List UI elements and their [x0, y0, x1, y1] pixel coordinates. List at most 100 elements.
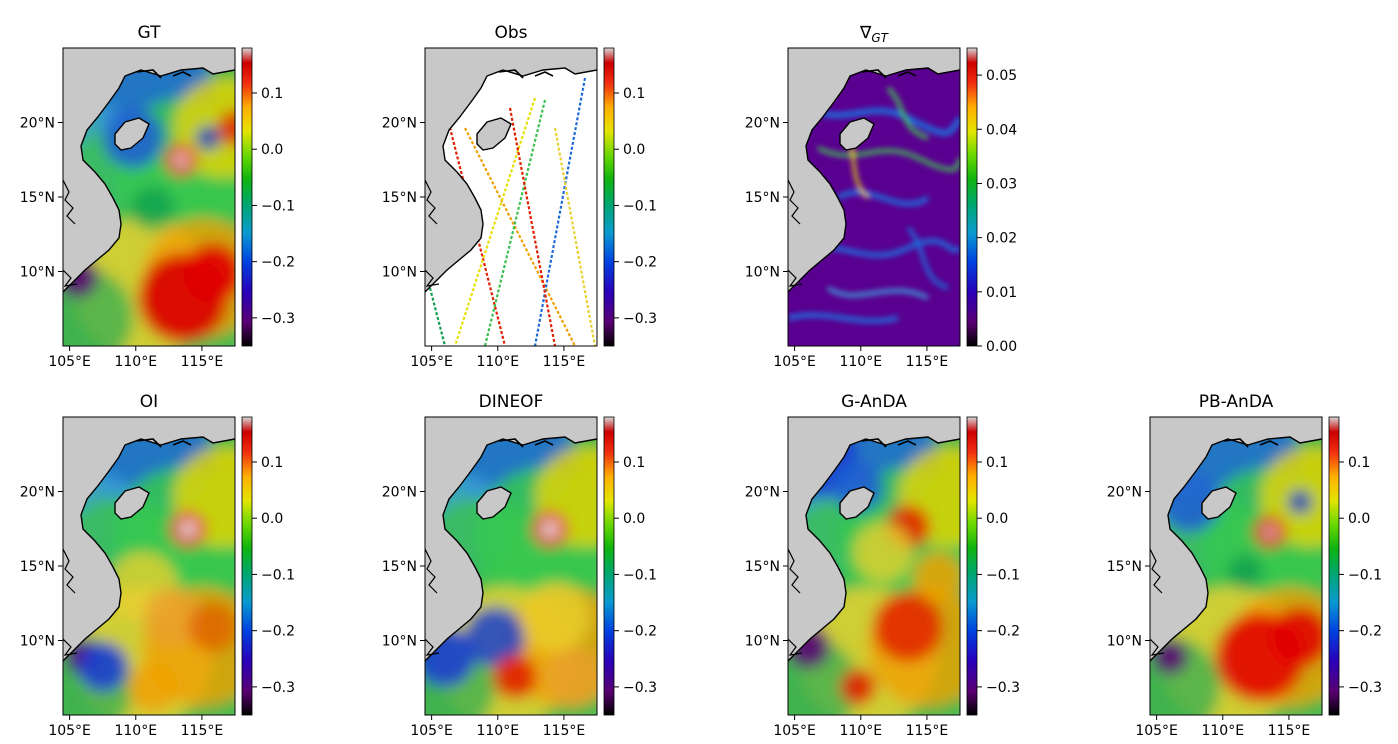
y-tick-label: 20°N [382, 485, 417, 501]
panel-title: Obs [494, 23, 527, 43]
coastline-detail [425, 179, 440, 287]
y-tick-label: 15°N [382, 190, 417, 206]
colorbar-tick-label: −0.2 [623, 624, 657, 640]
y-tick-label: 10°N [20, 634, 55, 650]
field-blob [465, 607, 525, 667]
colorbar-tick-label: 0.0 [1348, 511, 1370, 527]
panel-title-text: ∇ [859, 23, 872, 43]
gradient-streak [788, 312, 899, 324]
colorbar-tick-label: 0.0 [623, 142, 645, 158]
panel-title: DINEOF [479, 392, 544, 412]
land-island [839, 486, 875, 520]
field-blob [131, 186, 175, 230]
field-blob [520, 582, 590, 652]
colorbar-tick-label: −0.1 [986, 567, 1020, 583]
field-blob [180, 521, 196, 537]
colorbar-tick-label: −0.2 [261, 624, 295, 640]
field-blob [840, 669, 876, 705]
panel-g-anda: G-AnDA 105°E 110°E 115°E 20°N 15°N 10°N 0.1 0.0 −… [745, 392, 1020, 739]
land-mainland [425, 48, 597, 292]
colorbar-tick-label: −0.2 [261, 255, 295, 271]
coastline-north [498, 438, 554, 448]
field-blob [196, 126, 220, 150]
colorbar-tick-label: −0.1 [261, 198, 295, 214]
colorbar-tick-label: −0.3 [1348, 680, 1382, 696]
field-blob [545, 647, 597, 707]
coastline [1150, 436, 1322, 662]
colorbar-tick-label: −0.2 [986, 624, 1020, 640]
land-mainland [63, 48, 235, 292]
land-island [476, 117, 512, 151]
panel-title: G-AnDA [841, 392, 907, 412]
colorbar-tick-label: −0.2 [1348, 624, 1382, 640]
x-tick-label: 105°E [1135, 723, 1178, 739]
x-tick-label: 105°E [48, 723, 91, 739]
y-tick-label: 15°N [20, 559, 55, 575]
colorbar-tick-label: 0.1 [986, 455, 1008, 471]
x-tick-label: 115°E [181, 354, 224, 370]
colorbar-tick-label: −0.1 [623, 198, 657, 214]
y-tick-label: 10°N [382, 634, 417, 650]
panel-dineof: DINEOF 105°E 110°E 115°E 20°N 15°N 10°N 0.1 0.0 −… [382, 392, 657, 739]
field-blob [175, 154, 187, 166]
coastline-north [1223, 438, 1279, 448]
colorbar [1328, 416, 1340, 716]
coastline [425, 436, 597, 662]
colorbar-tick-label: −0.3 [623, 680, 657, 696]
obs-track [464, 127, 576, 346]
field-blob [183, 243, 235, 303]
colorbar [603, 416, 615, 716]
field-blob [1265, 527, 1275, 537]
field-oi [63, 417, 235, 715]
y-tick-label: 10°N [745, 265, 780, 281]
colorbar-tick-label: −0.3 [261, 680, 295, 696]
coastline-north [861, 69, 917, 79]
y-tick-label: 10°N [745, 634, 780, 650]
y-tick-label: 15°N [382, 559, 417, 575]
land-island [1201, 486, 1237, 520]
x-tick-label: 105°E [410, 723, 453, 739]
panel-pb-anda: PB-AnDA 105°E 110°E 115°E 20°N 15°N 10°N 0.1 0.0… [1107, 392, 1382, 739]
panel-oi: OI 105°E 110°E 115°E 20°N 15°N 10°N 0.1 0.0 −0.1 −… [20, 392, 295, 739]
land-mainland [788, 417, 960, 661]
land-island [114, 486, 150, 520]
y-tick-label: 10°N [1107, 634, 1142, 650]
x-tick-label: 110°E [839, 723, 882, 739]
colorbar-tick-label: 0.1 [623, 455, 645, 471]
map-clip [63, 417, 235, 715]
land-mainland [788, 48, 960, 292]
field-streaks [788, 86, 960, 324]
land-mainland [1150, 417, 1322, 661]
colorbar-tick-label: −0.2 [623, 255, 657, 271]
x-tick-label: 115°E [906, 354, 949, 370]
gradient-streak [906, 226, 949, 290]
panel-gt: GT 105°E 110°E 115°E 20°N 15°N 10°N 0.1 0.0 −0.1 −… [20, 23, 295, 370]
gradient-streak [836, 189, 930, 207]
colorbar [603, 47, 615, 347]
obs-track [483, 99, 547, 346]
coastline [788, 436, 960, 662]
land-island [839, 117, 875, 151]
x-tick-label: 115°E [543, 354, 586, 370]
land-island [476, 486, 512, 520]
colorbar-tick-label: −0.1 [1348, 567, 1382, 583]
obs-track [508, 107, 557, 346]
colorbar [241, 416, 253, 716]
field-blob [873, 592, 943, 662]
x-tick-label: 105°E [410, 354, 453, 370]
coastline [63, 67, 235, 293]
panel-title-subscript: GT [871, 31, 889, 45]
x-tick-label: 110°E [476, 354, 519, 370]
field-blob [913, 552, 960, 602]
colorbar-tick-label: 0.1 [623, 86, 645, 102]
colorbar [966, 47, 978, 347]
map-clip [425, 48, 597, 346]
map-clip [788, 48, 960, 346]
y-tick-label: 20°N [1107, 485, 1142, 501]
x-tick-label: 105°E [773, 723, 816, 739]
colorbar-tick-label: −0.3 [986, 680, 1020, 696]
obs-track [553, 127, 597, 346]
panel-obs: Obs 105°E 110°E 115°E 20°N 15°N 10°N 0.1 0.0 −0.1… [382, 23, 657, 370]
colorbar [241, 47, 253, 347]
colorbar-tick-label: 0.1 [261, 86, 283, 102]
